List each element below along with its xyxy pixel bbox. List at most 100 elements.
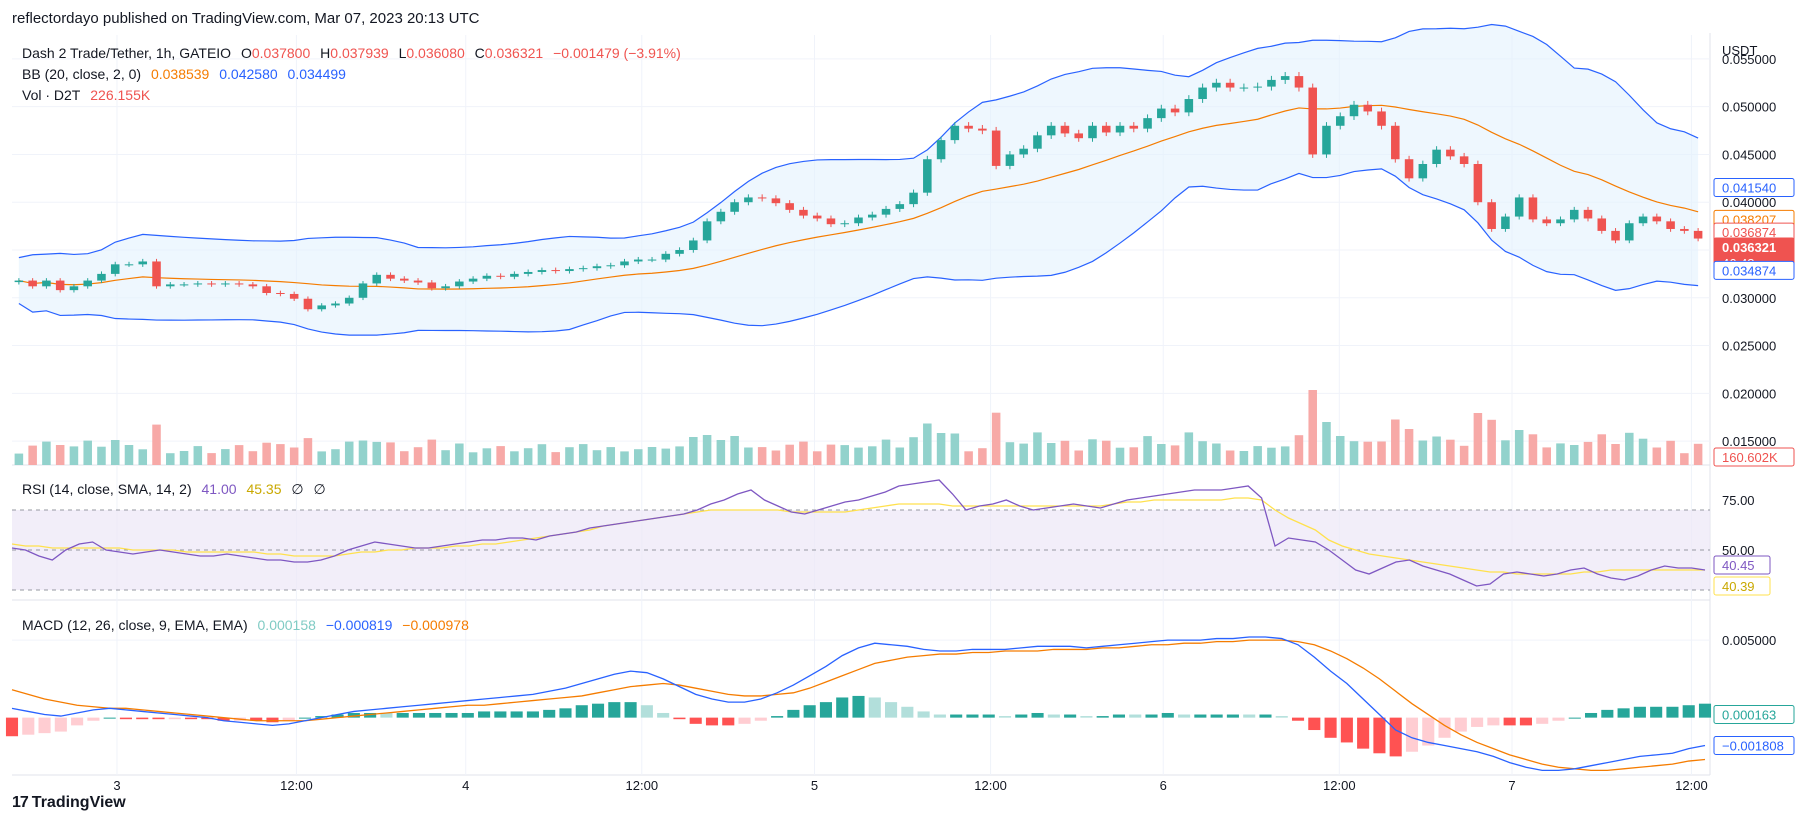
macd-histogram-bar <box>1389 717 1402 757</box>
legend-change: −0.001479 (−3.91%) <box>553 45 681 61</box>
candle-body <box>262 286 271 293</box>
volume-bar <box>1335 436 1345 465</box>
macd-histogram-bar <box>1324 717 1337 738</box>
candle-body <box>978 128 987 131</box>
volume-bar <box>289 447 299 465</box>
candle-body <box>964 125 973 129</box>
macd-histogram-bar <box>673 717 686 720</box>
candle-body <box>110 264 120 274</box>
x-tick-label: 12:00 <box>974 778 1007 793</box>
candle-body <box>716 211 726 222</box>
legend-vol-value: 226.155K <box>90 87 151 103</box>
volume-bar <box>867 446 877 465</box>
macd-tick-label: 0.005000 <box>1722 633 1776 648</box>
bb-lower-label: 0.034874 <box>1722 263 1776 278</box>
candle-body <box>413 280 423 283</box>
macd-histogram-bar <box>396 712 409 718</box>
volume-bar <box>1253 446 1262 465</box>
volume-bar <box>1088 439 1097 465</box>
publish-header: reflectordayo published on TradingView.c… <box>12 10 480 27</box>
macd-histogram-bar <box>1666 706 1679 718</box>
volume-bar <box>1459 445 1469 465</box>
volume-bar <box>1432 436 1441 465</box>
candle-body <box>468 278 478 282</box>
macd-histogram-bar <box>282 717 295 721</box>
volume-bar <box>716 440 726 465</box>
macd-histogram-bar <box>201 717 214 720</box>
candle-body <box>1459 156 1469 164</box>
bollinger-bands <box>18 23 1699 336</box>
candle-body <box>1625 223 1634 241</box>
volume-bar <box>1377 441 1386 465</box>
macd-histogram-bar <box>22 717 35 735</box>
macd-histogram-bar <box>1291 717 1305 721</box>
last-high-label: 0.036874 <box>1722 225 1776 240</box>
volume-bar <box>854 447 863 465</box>
candle-body <box>1294 76 1304 88</box>
macd-histogram-bar <box>445 712 458 718</box>
candle-body <box>1212 82 1221 88</box>
candle-body <box>1487 202 1496 229</box>
candle-body <box>744 197 753 203</box>
volume-bar <box>909 437 918 465</box>
currency-label: USDT <box>1722 43 1757 58</box>
macd-histogram-bar <box>966 714 979 718</box>
volume-bar <box>578 444 588 465</box>
volume-bar <box>565 447 574 465</box>
macd-histogram-bar <box>1015 714 1028 718</box>
volume-bar <box>124 445 134 465</box>
tradingview-logo[interactable]: 17 TradingView <box>12 794 126 812</box>
macd-histogram-bar <box>103 717 116 719</box>
x-tick-label: 7 <box>1508 778 1515 793</box>
legend-macd-signal: −0.000978 <box>402 617 469 633</box>
macd-hist-label: 0.000163 <box>1722 708 1776 723</box>
volume-bars <box>14 390 1703 465</box>
candle-body <box>441 286 450 289</box>
candle-body <box>138 261 148 265</box>
macd-histogram-bar <box>722 717 735 726</box>
rsi-value-label: 40.45 <box>1722 558 1755 573</box>
candle-body <box>358 283 368 298</box>
macd-histogram-bar <box>1194 714 1207 718</box>
x-tick-label: 6 <box>1160 778 1167 793</box>
candle-body <box>991 130 1001 166</box>
candle-body <box>372 274 382 284</box>
volume-bar <box>400 451 409 465</box>
volume-bar <box>1019 443 1028 465</box>
y-tick-label: 0.050000 <box>1722 100 1776 115</box>
candle-body <box>1446 149 1455 157</box>
macd-histogram-bar <box>1145 714 1158 718</box>
vol-label-tag <box>1713 447 1795 467</box>
macd-histogram-bar <box>1129 714 1142 718</box>
bb-upper-line <box>18 23 1699 259</box>
candle-body <box>510 273 519 277</box>
legend-bb: BB (20, close, 2, 0) 0.038539 0.042580 0… <box>22 66 352 82</box>
candle-body <box>1693 230 1703 239</box>
candle-body <box>730 202 739 212</box>
volume-bar <box>152 424 161 465</box>
candle-body <box>193 283 203 285</box>
candle-body <box>1033 135 1042 149</box>
candle-body <box>1363 104 1373 112</box>
volume-bar <box>1391 419 1400 465</box>
macd-hist-tag <box>1713 705 1795 725</box>
volume-bar <box>1170 445 1180 465</box>
candle-body <box>647 259 657 261</box>
candle-body <box>276 293 285 294</box>
volume-bar <box>14 453 24 465</box>
macd-histogram-bar <box>71 717 84 726</box>
last-price-label: 0.036321 <box>1722 240 1776 255</box>
macd-signal-line <box>11 639 1706 771</box>
macd-histogram-bar <box>982 714 995 718</box>
volume-bar <box>936 433 946 465</box>
candle-body <box>482 275 492 279</box>
candle-body <box>1253 86 1262 88</box>
candle-body <box>606 265 616 267</box>
macd-histogram-bar <box>1178 714 1191 718</box>
y-tick-label: 0.045000 <box>1722 147 1776 162</box>
candle-body <box>537 270 547 272</box>
legend-macd: MACD (12, 26, close, 9, EMA, EMA) 0.0001… <box>22 617 475 633</box>
macd-histogram-bar <box>689 717 702 724</box>
macd-histogram-bar <box>1519 717 1532 726</box>
